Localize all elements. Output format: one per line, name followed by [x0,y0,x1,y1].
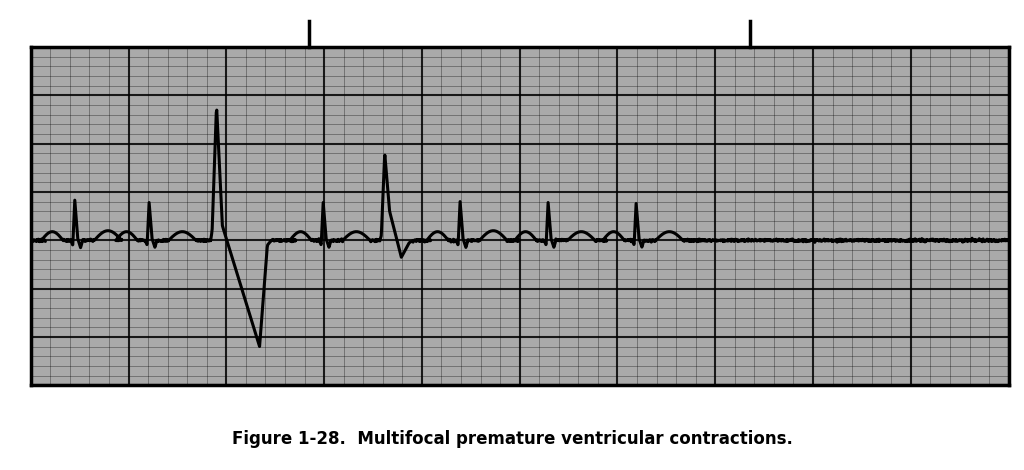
Text: Figure 1-28.  Multifocal premature ventricular contractions.: Figure 1-28. Multifocal premature ventri… [231,431,793,448]
